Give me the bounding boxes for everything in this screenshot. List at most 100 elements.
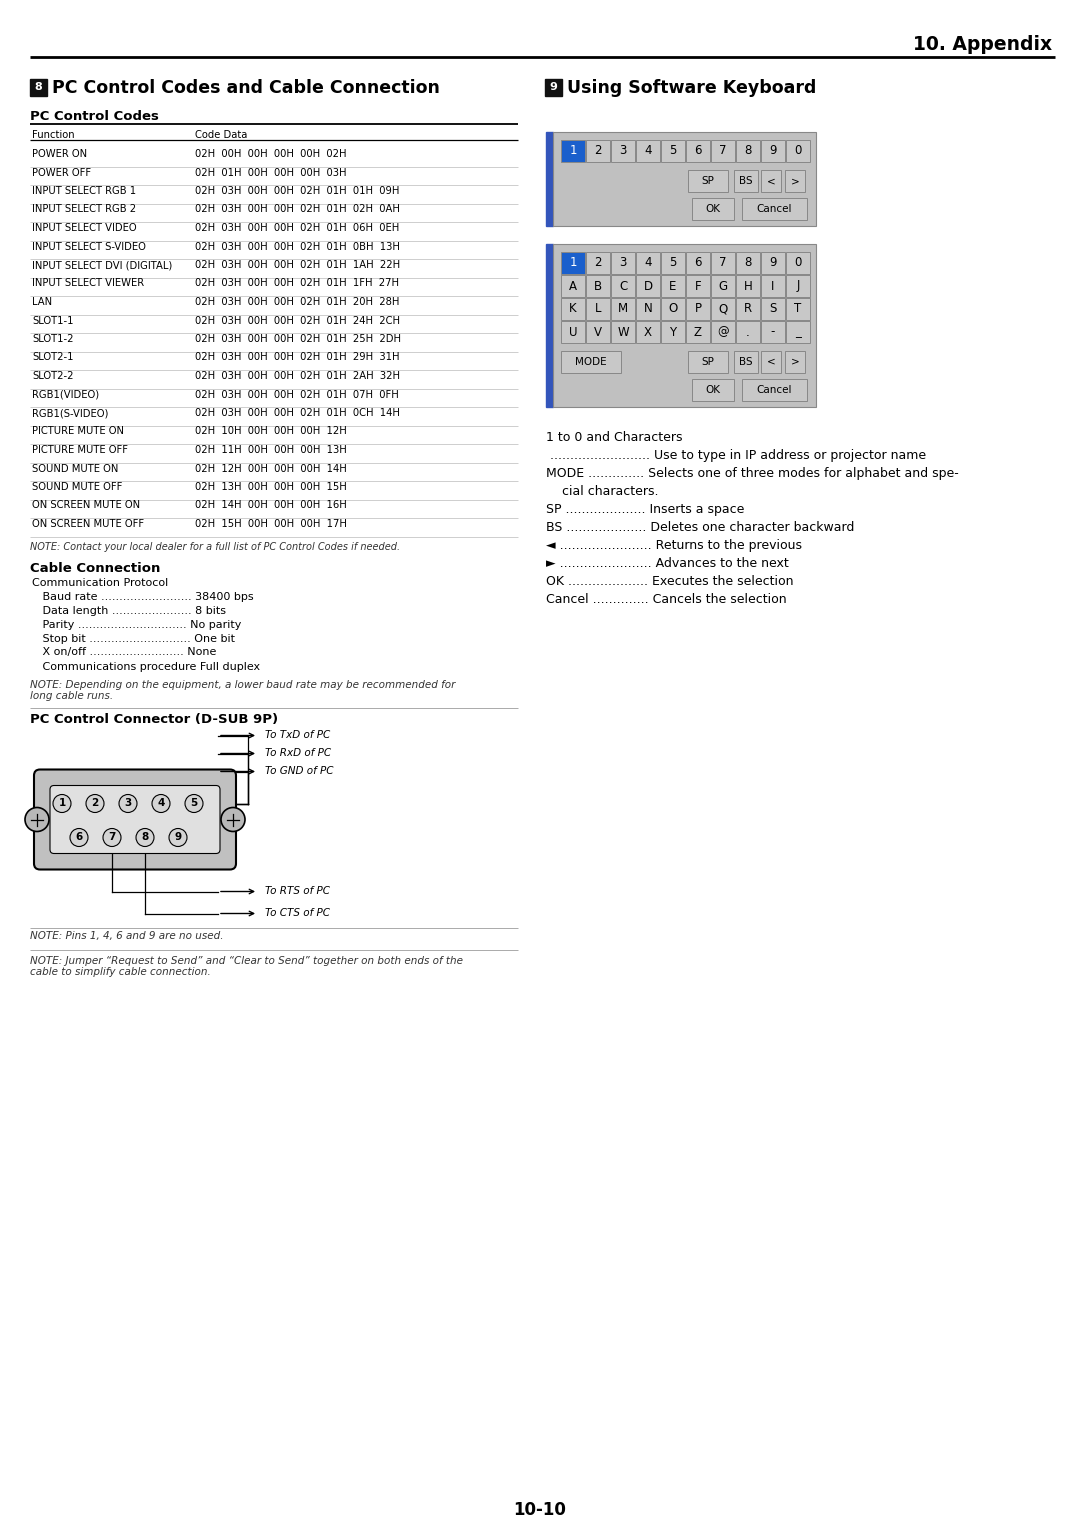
- FancyBboxPatch shape: [50, 786, 220, 853]
- Bar: [586, 252, 610, 275]
- Text: NOTE: Contact your local dealer for a full list of PC Control Codes if needed.: NOTE: Contact your local dealer for a fu…: [30, 542, 400, 551]
- Text: 02H  03H  00H  00H  02H  01H  0BH  13H: 02H 03H 00H 00H 02H 01H 0BH 13H: [195, 241, 400, 252]
- Text: 1: 1: [569, 145, 577, 157]
- Text: MODE .............. Selects one of three modes for alphabet and spe-: MODE .............. Selects one of three…: [546, 467, 959, 481]
- Text: H: H: [744, 279, 753, 293]
- Text: 02H  03H  00H  00H  02H  01H  0CH  14H: 02H 03H 00H 00H 02H 01H 0CH 14H: [195, 407, 400, 418]
- Bar: [561, 298, 585, 320]
- Text: RGB1(S-VIDEO): RGB1(S-VIDEO): [32, 407, 108, 418]
- Text: 7: 7: [719, 256, 727, 270]
- Text: RGB1(VIDEO): RGB1(VIDEO): [32, 389, 99, 400]
- Bar: [611, 252, 635, 275]
- Text: 0: 0: [794, 256, 801, 270]
- Text: SLOT1-1: SLOT1-1: [32, 316, 73, 325]
- Bar: [742, 378, 807, 401]
- Text: F: F: [694, 279, 701, 293]
- Text: 02H  03H  00H  00H  02H  01H  20H  28H: 02H 03H 00H 00H 02H 01H 20H 28H: [195, 298, 400, 307]
- Text: ......................... Use to type in IP address or projector name: ......................... Use to type in…: [546, 449, 927, 462]
- Bar: [553, 244, 816, 407]
- Text: 9: 9: [550, 82, 557, 92]
- Text: ► ....................... Advances to the next: ► ....................... Advances to th…: [546, 557, 788, 571]
- Bar: [761, 169, 781, 192]
- Text: SLOT2-1: SLOT2-1: [32, 353, 73, 363]
- Bar: [686, 298, 710, 320]
- Text: BS .................... Deletes one character backward: BS .................... Deletes one char…: [546, 520, 854, 534]
- Bar: [636, 275, 660, 298]
- Text: 8: 8: [141, 833, 149, 842]
- Text: 2: 2: [594, 145, 602, 157]
- Bar: [734, 351, 758, 372]
- Text: 9: 9: [769, 145, 777, 157]
- Text: Code Data: Code Data: [195, 130, 247, 140]
- Bar: [561, 320, 585, 343]
- Text: Y: Y: [670, 325, 676, 339]
- Text: PICTURE MUTE ON: PICTURE MUTE ON: [32, 426, 124, 436]
- Text: 02H  03H  00H  00H  02H  01H  07H  0FH: 02H 03H 00H 00H 02H 01H 07H 0FH: [195, 389, 399, 400]
- Bar: [636, 140, 660, 162]
- Text: To CTS of PC: To CTS of PC: [265, 908, 330, 919]
- Bar: [686, 140, 710, 162]
- Bar: [786, 275, 810, 298]
- Text: To RxD of PC: To RxD of PC: [265, 748, 332, 758]
- Text: INPUT SELECT RGB 1: INPUT SELECT RGB 1: [32, 186, 136, 195]
- Text: PC Control Connector (D-SUB 9P): PC Control Connector (D-SUB 9P): [30, 714, 279, 726]
- Text: PC Control Codes: PC Control Codes: [30, 110, 159, 124]
- Text: LAN: LAN: [32, 298, 52, 307]
- Text: >: >: [791, 175, 799, 186]
- Text: NOTE: Jumper “Request to Send” and “Clear to Send” together on both ends of the
: NOTE: Jumper “Request to Send” and “Clea…: [30, 955, 463, 977]
- Bar: [546, 133, 553, 226]
- Text: <: <: [767, 175, 775, 186]
- Text: BS: BS: [739, 357, 753, 366]
- Text: 1: 1: [569, 256, 577, 270]
- Text: INPUT SELECT RGB 2: INPUT SELECT RGB 2: [32, 204, 136, 215]
- Text: 02H  10H  00H  00H  00H  12H: 02H 10H 00H 00H 00H 12H: [195, 426, 347, 436]
- Text: NOTE: Depending on the equipment, a lower baud rate may be recommended for
long : NOTE: Depending on the equipment, a lowe…: [30, 679, 456, 700]
- Bar: [686, 320, 710, 343]
- Text: 02H  03H  00H  00H  02H  01H  24H  2CH: 02H 03H 00H 00H 02H 01H 24H 2CH: [195, 316, 400, 325]
- Text: 02H  03H  00H  00H  02H  01H  06H  0EH: 02H 03H 00H 00H 02H 01H 06H 0EH: [195, 223, 400, 233]
- Text: 6: 6: [694, 145, 702, 157]
- Text: 5: 5: [670, 145, 677, 157]
- Text: SOUND MUTE OFF: SOUND MUTE OFF: [32, 482, 122, 491]
- Text: PICTURE MUTE OFF: PICTURE MUTE OFF: [32, 446, 129, 455]
- Text: ON SCREEN MUTE OFF: ON SCREEN MUTE OFF: [32, 519, 144, 530]
- FancyBboxPatch shape: [33, 769, 237, 870]
- Bar: [561, 252, 585, 275]
- Text: 9: 9: [769, 256, 777, 270]
- Text: Cancel .............. Cancels the selection: Cancel .............. Cancels the select…: [546, 594, 786, 606]
- Text: 3: 3: [619, 256, 626, 270]
- Bar: [785, 169, 805, 192]
- Text: 8: 8: [744, 145, 752, 157]
- Bar: [786, 298, 810, 320]
- Text: ON SCREEN MUTE ON: ON SCREEN MUTE ON: [32, 501, 140, 511]
- Circle shape: [86, 795, 104, 812]
- Bar: [611, 320, 635, 343]
- Text: 02H  11H  00H  00H  00H  13H: 02H 11H 00H 00H 00H 13H: [195, 446, 347, 455]
- Bar: [561, 351, 621, 372]
- Bar: [711, 252, 735, 275]
- Text: 10. Appendix: 10. Appendix: [913, 35, 1052, 53]
- Circle shape: [152, 795, 170, 812]
- Bar: [661, 298, 685, 320]
- Text: 2: 2: [92, 798, 98, 809]
- Text: OK: OK: [705, 204, 720, 214]
- Text: B: B: [594, 279, 602, 293]
- Text: 6: 6: [76, 833, 83, 842]
- Bar: [761, 140, 785, 162]
- Text: cial characters.: cial characters.: [546, 485, 659, 497]
- Text: 4: 4: [645, 256, 651, 270]
- Bar: [735, 320, 760, 343]
- Text: SLOT2-2: SLOT2-2: [32, 371, 73, 382]
- Bar: [786, 320, 810, 343]
- Bar: [586, 320, 610, 343]
- Bar: [761, 320, 785, 343]
- Bar: [692, 378, 734, 401]
- Bar: [611, 275, 635, 298]
- Text: R: R: [744, 302, 752, 316]
- Text: INPUT SELECT DVI (DIGITAL): INPUT SELECT DVI (DIGITAL): [32, 259, 172, 270]
- Text: OK: OK: [705, 385, 720, 395]
- Text: .: .: [746, 325, 750, 339]
- Bar: [785, 351, 805, 372]
- Text: 7: 7: [108, 833, 116, 842]
- Text: T: T: [795, 302, 801, 316]
